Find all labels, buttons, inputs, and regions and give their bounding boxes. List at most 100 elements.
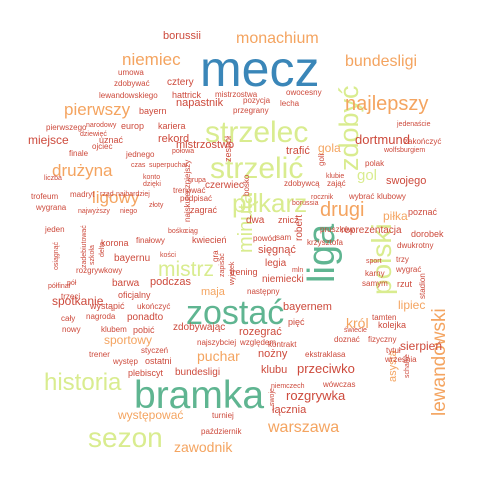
word: puchar: [197, 348, 240, 364]
word: drużyna: [52, 161, 113, 180]
word: podczas: [150, 276, 191, 288]
word: pruszków: [320, 225, 354, 234]
word: warszawa: [268, 419, 340, 436]
word: pobić: [133, 325, 155, 335]
word: rozgrywka: [286, 388, 346, 403]
word: kolejka: [378, 320, 407, 330]
word: trener: [89, 350, 110, 359]
word: wygrana: [36, 203, 67, 212]
word: ekstraklasa: [305, 350, 346, 359]
word: pozycja: [243, 96, 271, 105]
word: nożny: [258, 348, 288, 360]
word: napastnik: [176, 97, 224, 109]
word: umowa: [118, 68, 144, 77]
word: turniej: [212, 411, 234, 420]
word: goli: [317, 153, 326, 166]
word: doznać: [334, 335, 360, 344]
word: zagrać: [190, 205, 218, 215]
word: stadion: [418, 273, 427, 299]
word: znicz: [278, 215, 299, 225]
word: fizyczny: [368, 335, 397, 344]
word: korona: [101, 238, 129, 248]
word: zdobywać: [114, 79, 150, 88]
word: świecie: [344, 327, 367, 334]
word: spotkanie: [52, 294, 104, 308]
word: zapisać: [219, 253, 226, 277]
word: bayernem: [283, 301, 332, 313]
word: połowa: [172, 148, 195, 155]
word: czerwiec: [205, 180, 244, 191]
word: dortmund: [355, 132, 410, 147]
word: września: [385, 355, 417, 364]
word: klubu: [261, 364, 288, 376]
word: podpisać: [180, 194, 213, 203]
word: zawodnik: [174, 439, 233, 455]
word: piłka: [383, 209, 408, 223]
word: czas: [131, 162, 146, 169]
word: pierwszego: [46, 123, 87, 132]
word: pięć: [288, 317, 305, 327]
word: nagroda: [86, 312, 116, 321]
word: mistrz: [158, 258, 214, 281]
word: trzy: [396, 255, 409, 264]
word: strzelić: [210, 152, 304, 185]
word: dwa: [246, 215, 265, 226]
word: rząd: [100, 191, 114, 198]
word: wolfsburgiem: [384, 147, 426, 154]
word: klubem: [101, 325, 127, 334]
word: hattrick: [172, 90, 202, 100]
word: dwukrotny: [397, 241, 434, 250]
word: monachium: [236, 30, 319, 47]
word: polak: [365, 159, 385, 168]
word: bramka: [134, 374, 265, 417]
word: sezon: [88, 422, 163, 453]
word: lecha: [280, 99, 300, 108]
word: mistrzostwo: [176, 139, 235, 151]
word: drugi: [320, 199, 365, 221]
word: względem: [240, 338, 277, 347]
word: samym: [362, 279, 388, 288]
word: reprezentacja: [341, 225, 402, 236]
word: zdobywając: [173, 322, 226, 333]
word: zakończyć: [404, 137, 442, 146]
word: historia: [44, 369, 122, 396]
word: październik: [201, 427, 242, 436]
word: lewandowski: [429, 308, 450, 416]
word: gola: [318, 141, 341, 155]
word: cztery: [167, 77, 194, 88]
word: niemiecki: [262, 274, 304, 285]
word: trenować: [173, 186, 206, 195]
word: trzeci: [61, 292, 81, 301]
word: osiągnąć: [53, 241, 60, 270]
word: borussia: [292, 200, 319, 207]
word: rzut: [397, 279, 413, 289]
word: uznać: [99, 135, 124, 145]
word: krzysztofa: [307, 238, 344, 247]
word: ukończyć: [137, 302, 171, 311]
word: niemczech: [271, 383, 305, 390]
word: sam: [276, 233, 292, 242]
word: występować: [118, 408, 184, 422]
word: poznać: [408, 207, 438, 217]
word: pół: [67, 280, 77, 287]
word: zdobywcą: [284, 179, 320, 188]
word: nowy: [62, 325, 81, 334]
word: swoje: [269, 388, 276, 406]
word: maja: [201, 286, 225, 298]
word: finałowy: [136, 236, 165, 245]
word: mln: [292, 267, 304, 274]
word: barwa: [112, 278, 140, 289]
word: schalke: [404, 354, 411, 378]
word: mistrzostwa: [215, 90, 258, 99]
word: łącznia: [272, 404, 307, 416]
word: grupa: [188, 177, 206, 184]
word: piłkarz: [232, 188, 308, 218]
word: bośko: [168, 228, 187, 235]
word: karny: [365, 269, 385, 278]
word: ponadto: [127, 312, 164, 323]
word: bośko: [242, 174, 251, 196]
word: trofeum: [31, 192, 59, 201]
word: cały: [61, 314, 76, 323]
word: swojego: [386, 175, 427, 187]
